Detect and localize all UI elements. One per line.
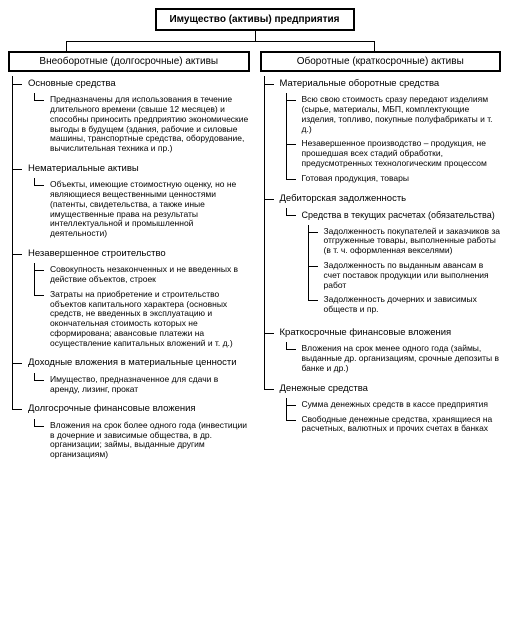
leaf-item: Предназначены для использования в течени… [42,93,250,157]
tree-node: Краткосрочные финансовые вложения Вложени… [272,325,502,381]
leaf-item: Свободные денежные средства, хранящиеся … [294,413,502,438]
tree-right: Материальные оборотные средства Всю свою … [260,76,502,441]
tree-node: Дебиторская задолженность Средства в теку… [272,191,502,325]
leaf-item: Объекты, имеющие стоимостную оценку, но … [42,178,250,242]
col-left-title: Внеоборотные (долгосрочные) активы [8,51,250,72]
tree-node: Незавершенное строительство Совокупность … [20,246,250,356]
col-right: Оборотные (краткосрочные) активы Материа… [260,51,502,441]
tree-node-label: Долгосрочные финансовые вложения [28,403,250,414]
leaf-item: Имущество, предназначенное для сдачи в а… [42,373,250,398]
tree-node-label: Денежные средства [280,383,502,394]
tree-node: Долгосрочные финансовые вложения Вложения… [20,401,250,466]
tree-node: Материальные оборотные средства Всю свою … [272,76,502,191]
leaf-item: Незавершенное производство – продукция, … [294,137,502,171]
root-title: Имущество (активы) предприятия [155,8,355,31]
leaf-item: Задолженность дочерних и зависимых общес… [316,293,502,318]
leaf-item: Задолженность покупателей и заказчиков з… [316,225,502,259]
tree-left: Основные средства Предназначены для испол… [8,76,250,467]
columns: Внеоборотные (долгосрочные) активы Основ… [8,51,501,467]
tree-node: Основные средства Предназначены для испол… [20,76,250,161]
leaf-item: Всю свою стоимость сразу передают издели… [294,93,502,137]
tree-node-label: Нематериальные активы [28,163,250,174]
leaf-item: Готовая продукция, товары [294,172,502,187]
sub-node-label: Средства в текущих расчетах (обязательст… [302,210,502,221]
leaf-item: Вложения на срок менее одного года (займ… [294,342,502,376]
leaf-item: Вложения на срок более одного года (инве… [42,419,250,463]
tree-node-label: Дебиторская задолженность [280,193,502,204]
tree-node-label: Материальные оборотные средства [280,78,502,89]
tree-node: Денежные средства Сумма денежных средств … [272,381,502,442]
tree-node: Нематериальные активы Объекты, имеющие ст… [20,161,250,246]
tree-node-label: Основные средства [28,78,250,89]
col-left: Внеоборотные (долгосрочные) активы Основ… [8,51,250,467]
leaf-item: Задолженность по выданным авансам в счет… [316,259,502,293]
h-connector [8,41,501,51]
tree-node-label: Доходные вложения в материальные ценност… [28,357,250,368]
sub-node: Средства в текущих расчетах (обязательст… [294,208,502,321]
tree-node-label: Краткосрочные финансовые вложения [280,327,502,338]
tree-node: Доходные вложения в материальные ценност… [20,355,250,401]
leaf-item: Затраты на приобретение и строительство … [42,288,250,352]
leaf-item: Совокупность незаконченных и не введенны… [42,263,250,288]
connector [8,31,501,41]
leaf-item: Сумма денежных средств в кассе предприят… [294,398,502,413]
tree-node-label: Незавершенное строительство [28,248,250,259]
col-right-title: Оборотные (краткосрочные) активы [260,51,502,72]
